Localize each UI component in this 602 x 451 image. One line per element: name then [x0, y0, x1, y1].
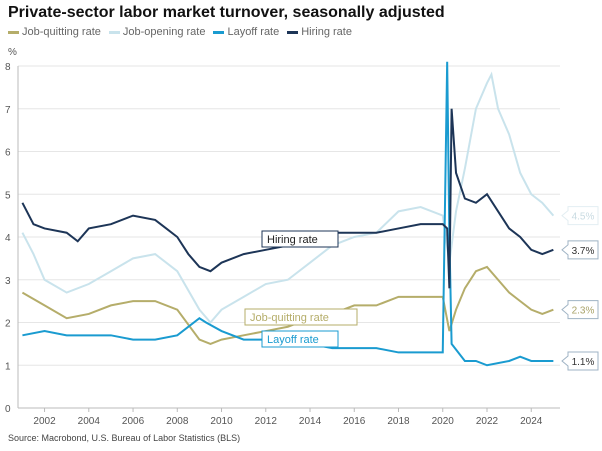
- x-tick-label: 2020: [432, 416, 455, 427]
- y-tick-label: 2: [5, 319, 11, 330]
- svg-text:2.3%: 2.3%: [572, 306, 595, 317]
- x-tick-label: 2024: [520, 416, 543, 427]
- svg-text:Job-quitting rate: Job-quitting rate: [250, 312, 329, 324]
- y-tick-label: 3: [5, 276, 11, 287]
- y-tick-label: 1: [5, 361, 11, 372]
- legend-item: Layoff rate: [213, 26, 279, 38]
- legend-swatch: [287, 30, 299, 34]
- svg-text:3.7%: 3.7%: [572, 246, 595, 257]
- series-annotation: Hiring rate: [261, 230, 339, 248]
- x-tick-label: 2016: [343, 416, 366, 427]
- series-annotation: Layoff rate: [261, 330, 339, 348]
- y-tick-label: 0: [5, 404, 11, 415]
- chart-title: Private-sector labor market turnover, se…: [8, 4, 445, 21]
- y-tick-label: 5: [5, 190, 11, 201]
- y-tick-label: 7: [5, 105, 11, 116]
- legend-swatch: [8, 30, 19, 34]
- legend: Job-quitting rate Job-opening rate Layoff …: [8, 26, 352, 38]
- source-note: Source: Macrobond, U.S. Bureau of Labor …: [8, 433, 241, 443]
- x-tick-label: 2008: [166, 416, 189, 427]
- legend-label: Job-opening rate: [122, 26, 206, 38]
- x-tick-label: 2004: [78, 416, 101, 427]
- y-tick-label: 6: [5, 148, 11, 159]
- series-line-hiring-rate: [21, 108, 554, 289]
- svg-text:Hiring rate: Hiring rate: [267, 234, 318, 246]
- series-line-layoff-rate: [22, 61, 554, 367]
- series-annotation: Job-quitting rate: [244, 308, 358, 326]
- series-line-job-opening-rate: [21, 71, 555, 325]
- svg-text:Layoff rate: Layoff rate: [267, 334, 319, 346]
- legend-label: Job-quitting rate: [22, 26, 101, 38]
- legend-swatch: [213, 30, 225, 34]
- end-label: 2.3%: [561, 300, 599, 320]
- legend-label: Layoff rate: [227, 26, 280, 38]
- x-tick-label: 2022: [476, 416, 499, 427]
- x-tick-label: 2010: [210, 416, 233, 427]
- x-tick-label: 2014: [299, 416, 322, 427]
- legend-item: Job-opening rate: [108, 26, 206, 38]
- y-tick-label: 4: [5, 233, 11, 244]
- y-axis-label: %: [8, 47, 17, 58]
- legend-swatch: [108, 30, 120, 34]
- x-tick-label: 2012: [255, 416, 278, 427]
- svg-text:1.1%: 1.1%: [572, 357, 595, 368]
- legend-item: Job-quitting rate: [8, 26, 101, 38]
- x-tick-label: 2002: [33, 416, 56, 427]
- x-tick-label: 2006: [122, 416, 145, 427]
- end-label: 4.5%: [561, 206, 599, 226]
- legend-item: Hiring rate: [287, 26, 352, 38]
- end-label: 3.7%: [561, 240, 599, 260]
- svg-text:4.5%: 4.5%: [572, 212, 595, 223]
- end-label: 1.1%: [561, 351, 599, 371]
- legend-label: Hiring rate: [301, 26, 352, 38]
- y-tick-label: 8: [5, 62, 11, 73]
- x-tick-label: 2018: [387, 416, 410, 427]
